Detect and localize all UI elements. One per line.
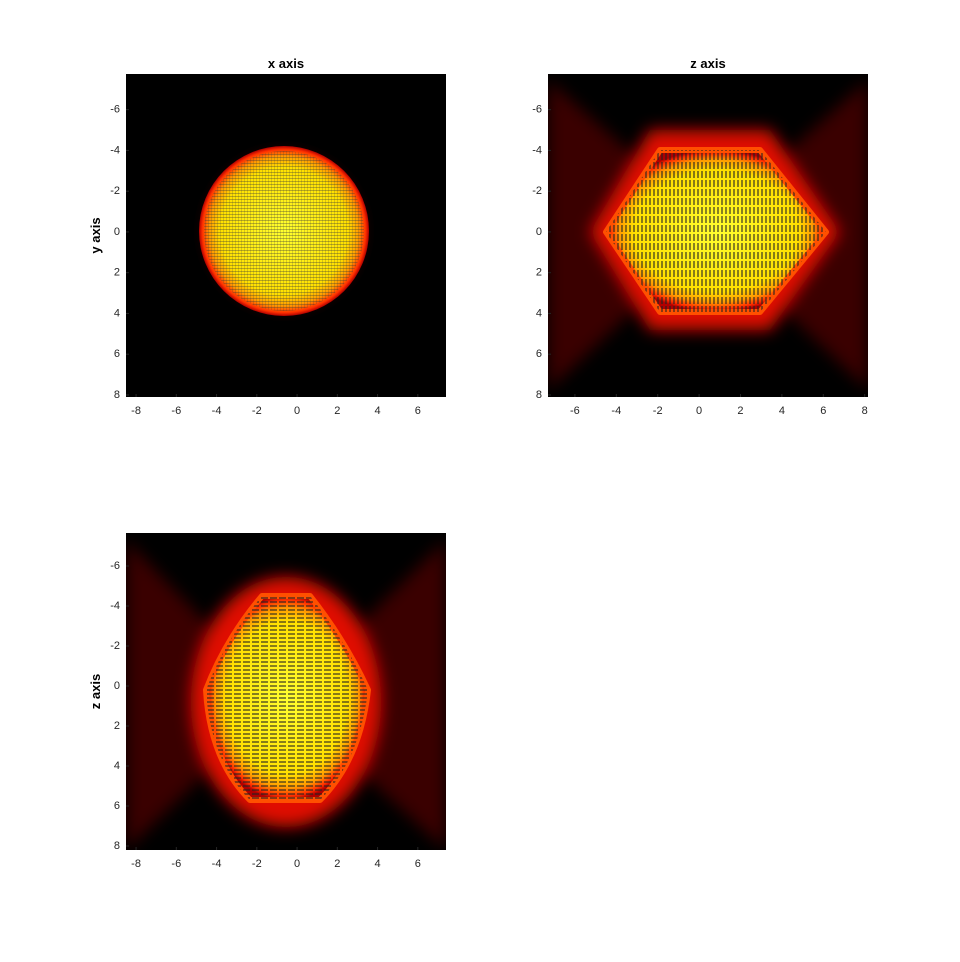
x-tick-label: 2 xyxy=(737,405,743,417)
y-tick-label: 6 xyxy=(536,348,542,360)
x-tick-label: -6 xyxy=(171,405,181,417)
axes-title: x axis xyxy=(268,56,304,71)
x-tick-label: 4 xyxy=(375,405,381,417)
y-tick-label: -2 xyxy=(110,185,120,197)
y-tick-label: -2 xyxy=(532,185,542,197)
x-tick-label: 4 xyxy=(375,858,381,870)
y-axis-label: z axis xyxy=(88,674,103,709)
y-tick-label: -6 xyxy=(532,104,542,116)
x-tick-label: 4 xyxy=(779,405,785,417)
field-arrows xyxy=(204,151,364,311)
y-tick-label: -4 xyxy=(110,144,120,156)
y-tick-label: -6 xyxy=(110,560,120,572)
field-arrows xyxy=(206,596,368,800)
x-tick-label: -4 xyxy=(611,405,621,417)
streaks xyxy=(126,540,446,850)
y-tick-label: -6 xyxy=(110,104,120,116)
y-tick-label: 4 xyxy=(114,760,120,772)
panel: -6 -4 -2 0 2 4 6 8 -6 -4 -2 0 2 4 6 8 z axis xyxy=(532,56,868,417)
y-tick-label: 6 xyxy=(114,348,120,360)
x-tick-label: -6 xyxy=(171,858,181,870)
y-tick-label: -4 xyxy=(532,144,542,156)
image-content xyxy=(126,540,446,850)
x-tick-label: 2 xyxy=(334,858,340,870)
x-tick-label: 6 xyxy=(820,405,826,417)
y-tick-label: 4 xyxy=(536,307,542,319)
x-tick-label: 0 xyxy=(294,858,300,870)
image-content xyxy=(548,80,868,390)
y-tick-label: 0 xyxy=(114,226,120,238)
x-tick-label: -8 xyxy=(131,405,141,417)
panel: -8 -6 -4 -2 0 2 4 6 -6 -4 -2 0 2 4 6 8 z axis xyxy=(88,533,446,870)
x-tick-label: 0 xyxy=(294,405,300,417)
x-tick-label: -4 xyxy=(212,858,222,870)
x-tick-label: 6 xyxy=(415,858,421,870)
y-tick-label: 8 xyxy=(114,389,120,401)
field-arrows xyxy=(606,150,826,312)
y-tick-label: -2 xyxy=(110,640,120,652)
y-tick-label: 8 xyxy=(114,840,120,852)
y-tick-label: 0 xyxy=(114,680,120,692)
y-tick-label: 2 xyxy=(114,267,120,279)
y-axis-label: y axis xyxy=(88,217,103,253)
x-tick-label: 0 xyxy=(696,405,702,417)
y-tick-label: 2 xyxy=(536,267,542,279)
x-tick-label: 8 xyxy=(862,405,868,417)
panel: -8 -6 -4 -2 0 2 4 6 -6 -4 -2 0 2 4 6 8 x axis y axis xyxy=(88,56,446,417)
image-content xyxy=(194,141,374,321)
x-tick-label: -2 xyxy=(653,405,663,417)
x-tick-label: -4 xyxy=(212,405,222,417)
x-tick-label: -6 xyxy=(570,405,580,417)
x-tick-label: -8 xyxy=(131,858,141,870)
y-tick-label: 0 xyxy=(536,226,542,238)
axes-title: z axis xyxy=(690,56,725,71)
x-tick-label: -2 xyxy=(252,405,262,417)
y-tick-label: 2 xyxy=(114,720,120,732)
y-tick-label: 8 xyxy=(536,389,542,401)
x-tick-label: 6 xyxy=(415,405,421,417)
y-tick-label: -4 xyxy=(110,600,120,612)
y-tick-label: 6 xyxy=(114,800,120,812)
y-tick-label: 4 xyxy=(114,307,120,319)
x-tick-label: -2 xyxy=(252,858,262,870)
x-tick-label: 2 xyxy=(334,405,340,417)
